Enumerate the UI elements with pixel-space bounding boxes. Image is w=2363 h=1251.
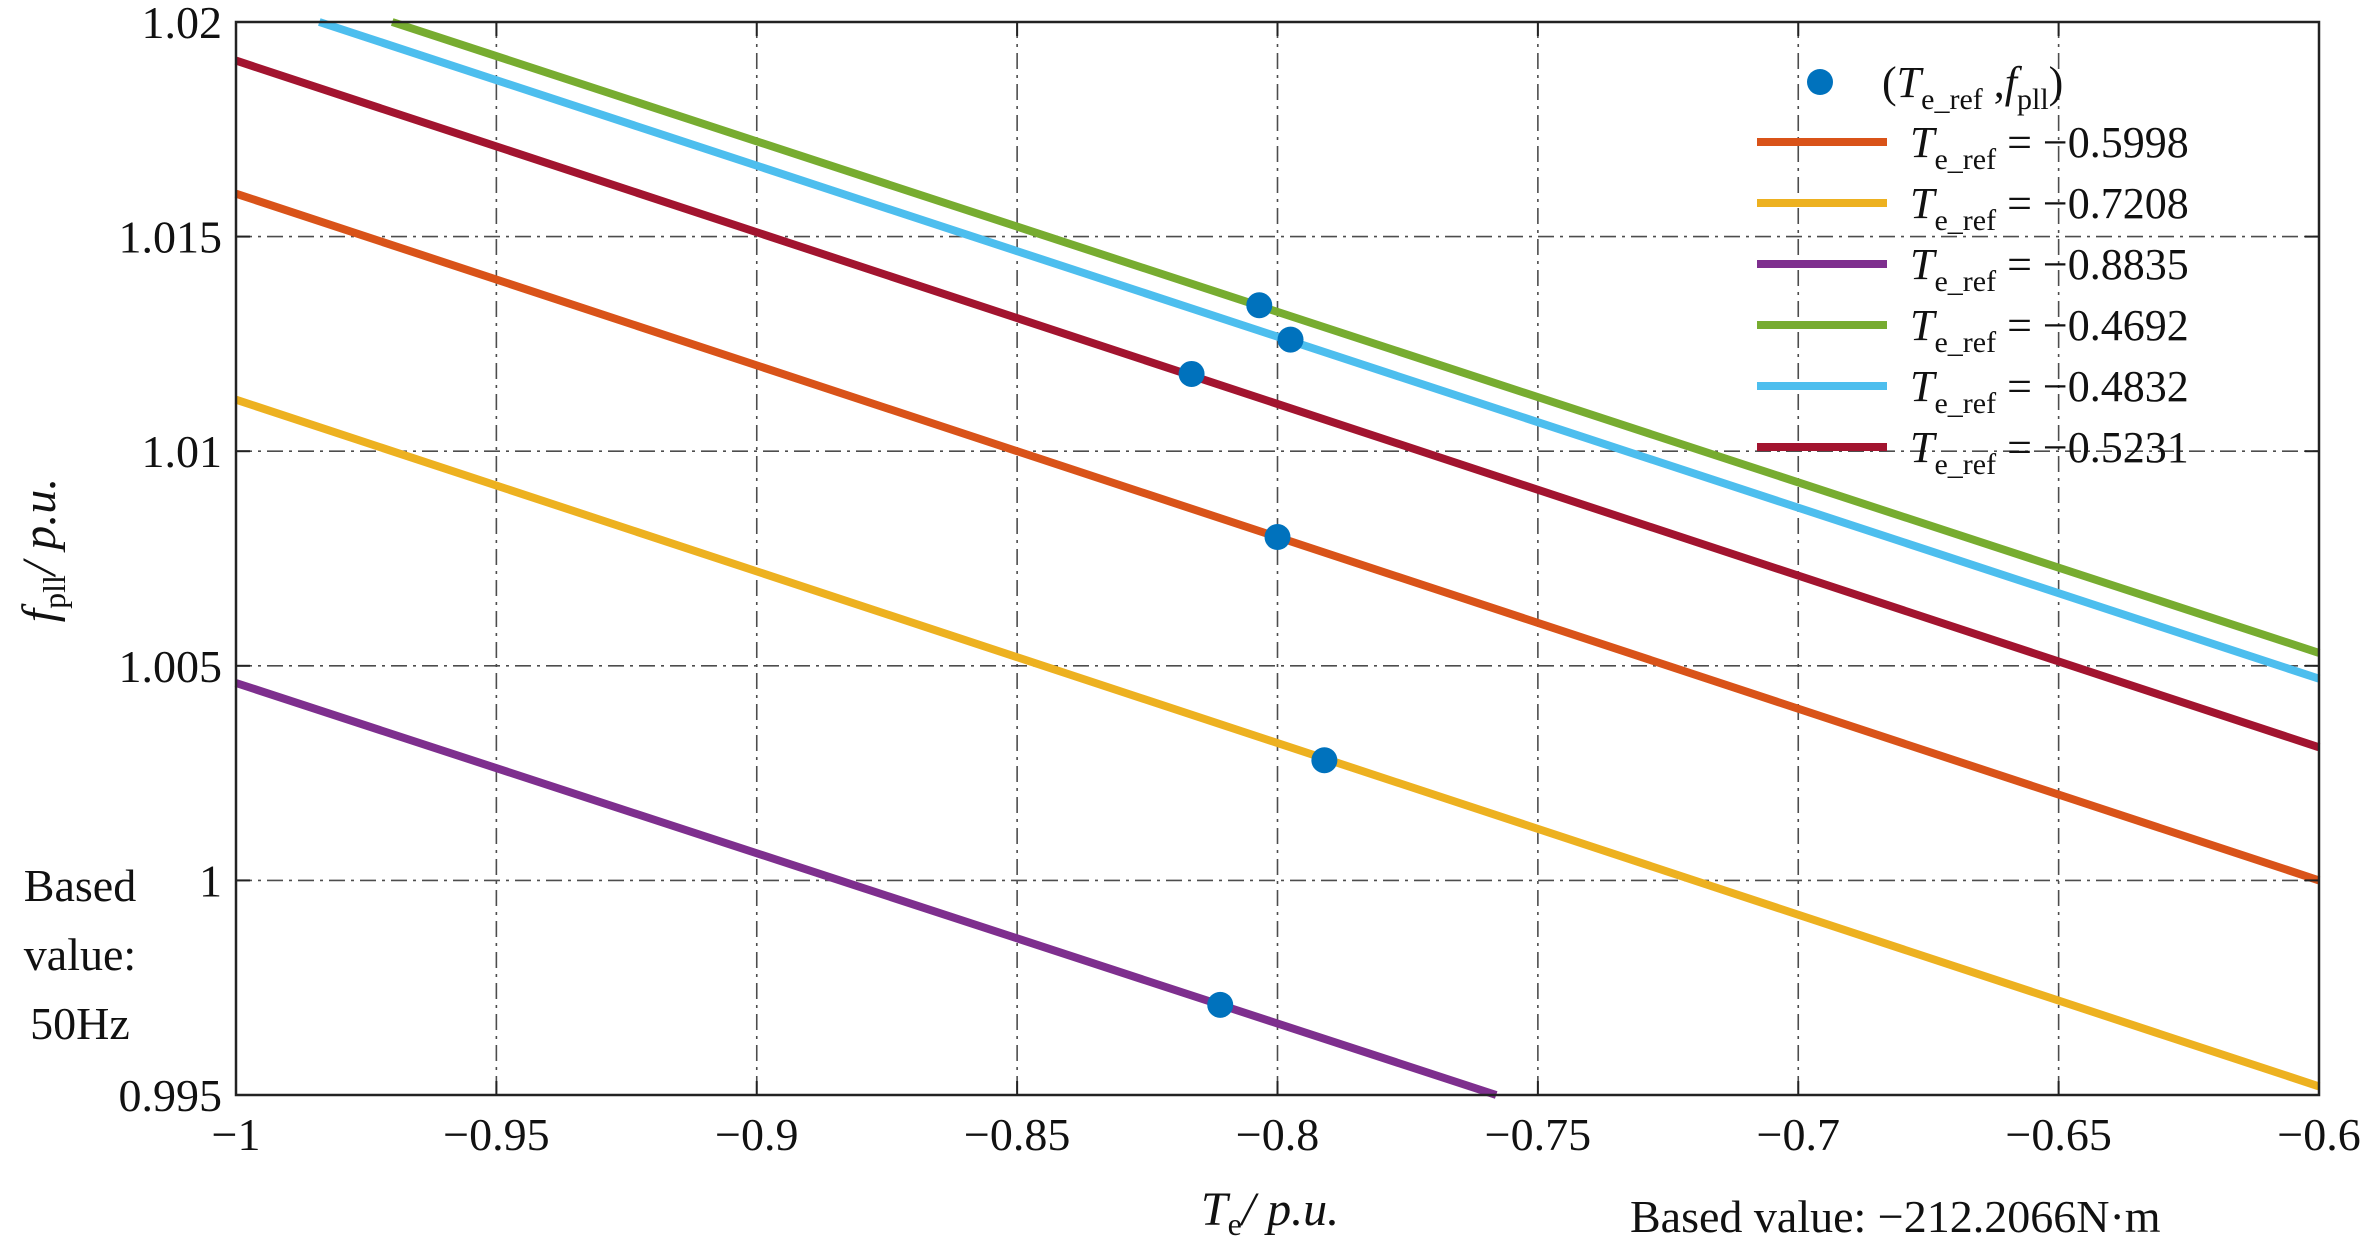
y-base-note-line-2: value: — [24, 929, 136, 980]
x-tick-label: −0.95 — [443, 1109, 549, 1160]
legend-scatter-marker — [1807, 69, 1833, 95]
scatter-layer — [1178, 292, 1338, 1018]
y-tick-label: 1.005 — [119, 641, 223, 692]
y-tick-label: 1.015 — [119, 212, 223, 263]
scatter-point — [1264, 524, 1291, 551]
y-tick-label: 0.995 — [119, 1070, 223, 1121]
series-line-3 — [234, 679, 1498, 1099]
x-tick-label: −0.85 — [964, 1109, 1070, 1160]
x-tick-label: −0.65 — [2005, 1109, 2111, 1160]
y-tick-labels: 0.995 1 1.005 1.01 1.015 1.02 — [119, 0, 2319, 1121]
scatter-point — [1207, 991, 1234, 1018]
series-layer — [234, 18, 2321, 1099]
scatter-point — [1277, 326, 1304, 353]
legend-line-label: Te_ref = −0.5231 — [1910, 423, 2189, 481]
legend-line-label: Te_ref = −0.7208 — [1910, 179, 2189, 237]
scatter-point — [1246, 292, 1273, 319]
x-tick-label: −0.8 — [1236, 1109, 1319, 1160]
y-base-note-line-1: Based — [24, 860, 136, 911]
legend-line-label: Te_ref = −0.8835 — [1910, 240, 2189, 298]
series-line-2 — [234, 395, 2321, 1091]
series-line-4 — [390, 18, 2321, 657]
grid-layer — [236, 22, 2319, 1095]
x-tick-label: −0.7 — [1757, 1109, 1840, 1160]
legend-line-label: Te_ref = −0.4832 — [1910, 362, 2189, 420]
series-line-5 — [318, 18, 2321, 683]
x-axis-label: Te/ p.u. — [1201, 1183, 1339, 1242]
x-tick-label: −0.9 — [715, 1109, 798, 1160]
x-base-note: Based value: −212.2066N·m — [1630, 1191, 2161, 1242]
legend-line-label: Te_ref = −0.4692 — [1910, 301, 2189, 359]
series-line-6 — [234, 56, 2321, 752]
x-tick-labels: −1 −0.95 −0.9 −0.85 −0.8 −0.75 −0.7 −0.65 −0.6 — [212, 22, 2361, 1160]
y-tick-label: 1.01 — [142, 426, 223, 477]
x-tick-label: −0.75 — [1485, 1109, 1591, 1160]
y-base-note-line-3: 50Hz — [30, 998, 130, 1049]
x-tick-label: −0.6 — [2277, 1109, 2360, 1160]
y-tick-label: 1.02 — [142, 0, 223, 48]
y-axis-label: fpll/ p.u. — [13, 478, 72, 622]
x-tick-label: −1 — [212, 1109, 261, 1160]
scatter-point — [1311, 747, 1338, 774]
scatter-point — [1178, 360, 1205, 387]
y-tick-label: 1 — [199, 855, 222, 906]
legend-line-label: Te_ref = −0.5998 — [1910, 118, 2189, 176]
